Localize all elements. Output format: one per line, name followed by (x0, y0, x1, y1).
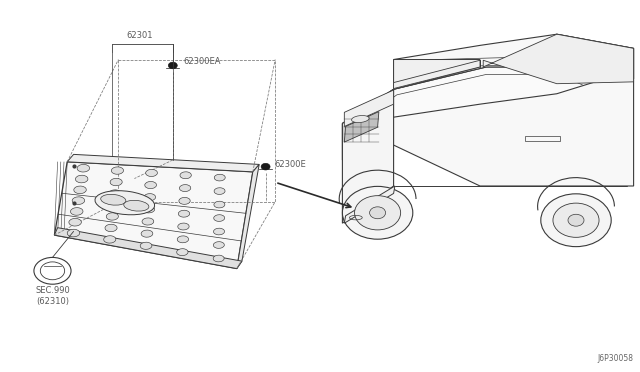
Ellipse shape (180, 172, 191, 179)
Ellipse shape (553, 203, 599, 237)
Ellipse shape (109, 190, 121, 197)
Ellipse shape (179, 185, 191, 192)
Ellipse shape (124, 201, 149, 211)
Polygon shape (342, 89, 394, 223)
Polygon shape (344, 90, 394, 126)
Polygon shape (342, 34, 634, 186)
Ellipse shape (69, 218, 81, 226)
Ellipse shape (168, 62, 177, 69)
Bar (525, 136, 560, 141)
Ellipse shape (214, 215, 225, 221)
Ellipse shape (177, 236, 189, 243)
Polygon shape (342, 67, 605, 124)
Ellipse shape (110, 178, 122, 186)
Polygon shape (237, 164, 259, 269)
Polygon shape (483, 34, 634, 84)
Ellipse shape (213, 242, 225, 248)
Ellipse shape (178, 223, 189, 230)
Ellipse shape (70, 208, 83, 215)
Ellipse shape (214, 201, 225, 208)
Polygon shape (344, 186, 395, 223)
Polygon shape (344, 112, 379, 142)
Ellipse shape (351, 116, 369, 122)
Ellipse shape (111, 167, 124, 174)
Polygon shape (54, 228, 242, 269)
Text: J6P30058: J6P30058 (598, 354, 634, 363)
Ellipse shape (72, 197, 84, 205)
Ellipse shape (541, 194, 611, 247)
Ellipse shape (95, 191, 155, 215)
Ellipse shape (100, 195, 126, 205)
Text: SEC.990
(62310): SEC.990 (62310) (35, 286, 70, 306)
Ellipse shape (106, 213, 118, 220)
Ellipse shape (142, 218, 154, 225)
Ellipse shape (143, 206, 155, 213)
Ellipse shape (179, 198, 190, 204)
Polygon shape (394, 34, 634, 89)
Ellipse shape (145, 182, 157, 189)
Polygon shape (394, 60, 480, 89)
Ellipse shape (140, 242, 152, 249)
Ellipse shape (177, 249, 188, 256)
Ellipse shape (141, 230, 153, 237)
Ellipse shape (261, 163, 270, 170)
Text: 62301: 62301 (126, 31, 153, 40)
Ellipse shape (568, 214, 584, 226)
Polygon shape (394, 60, 480, 89)
Ellipse shape (214, 228, 225, 235)
Ellipse shape (355, 196, 401, 230)
Polygon shape (67, 154, 259, 172)
Ellipse shape (105, 224, 117, 232)
Ellipse shape (77, 164, 90, 172)
Ellipse shape (67, 229, 80, 237)
Ellipse shape (104, 236, 116, 243)
FancyArrowPatch shape (278, 183, 351, 208)
Ellipse shape (146, 169, 157, 176)
Ellipse shape (214, 188, 225, 195)
Ellipse shape (144, 194, 156, 201)
Ellipse shape (370, 207, 385, 219)
Text: 62300E: 62300E (274, 160, 306, 169)
Ellipse shape (179, 210, 189, 217)
Ellipse shape (108, 201, 120, 209)
Ellipse shape (342, 186, 413, 239)
Ellipse shape (74, 186, 86, 194)
Ellipse shape (214, 174, 225, 181)
Ellipse shape (76, 175, 88, 183)
Text: 62300EA: 62300EA (183, 57, 221, 65)
Ellipse shape (213, 255, 224, 262)
Polygon shape (54, 162, 253, 269)
